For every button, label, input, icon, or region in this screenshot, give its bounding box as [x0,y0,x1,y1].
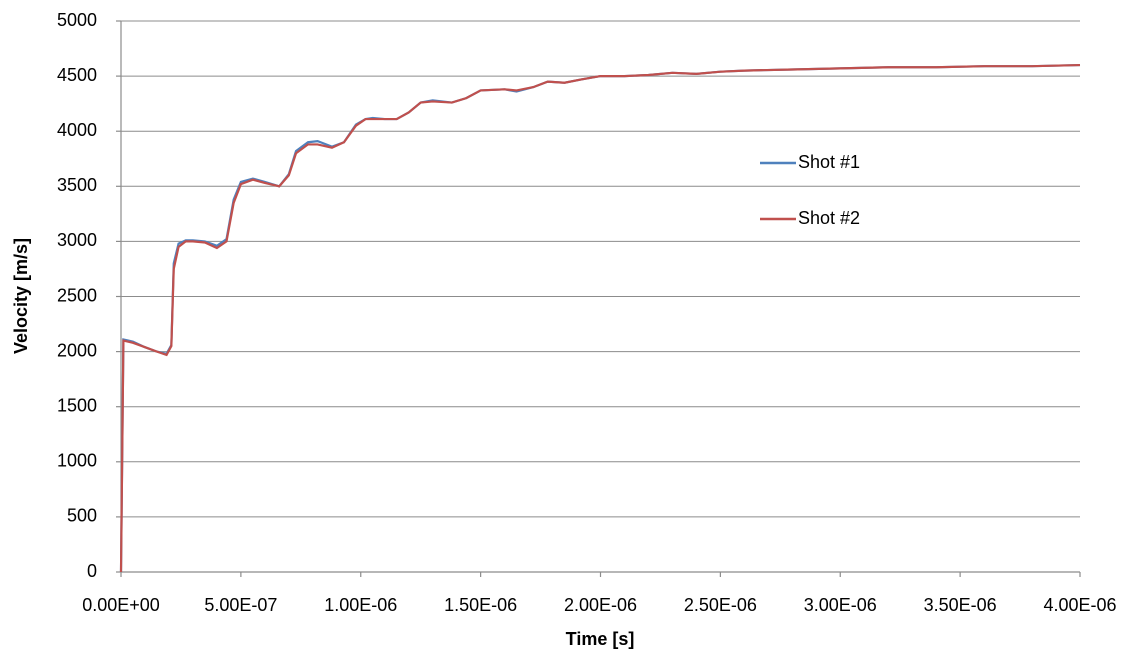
x-tick-label: 3.50E-06 [924,595,997,615]
x-tick-label: 3.00E-06 [804,595,877,615]
y-tick-label: 4000 [57,120,97,140]
y-tick-label: 500 [67,506,97,526]
x-tick-label: 0.00E+00 [82,595,160,615]
series-line [119,63,1081,573]
y-axis-label: Velocity [m/s] [11,238,31,354]
legend-label: Shot #1 [798,152,860,172]
y-tick-label: 0 [87,561,97,581]
y-tick-label: 3000 [57,230,97,250]
x-tick-label: 5.00E-07 [204,595,277,615]
y-tick-label: 2000 [57,340,97,360]
series-line [119,63,1081,573]
y-tick-label: 3500 [57,175,97,195]
x-axis-label: Time [s] [566,629,635,649]
y-tick-label: 4500 [57,65,97,85]
y-tick-label: 1000 [57,451,97,471]
y-tick-label: 2500 [57,285,97,305]
x-tick-label: 1.00E-06 [324,595,397,615]
x-tick-label: 4.00E-06 [1043,595,1116,615]
y-tick-label: 5000 [57,10,97,30]
x-tick-label: 2.50E-06 [684,595,757,615]
x-tick-label: 2.00E-06 [564,595,637,615]
y-tick-label: 1500 [57,395,97,415]
legend-label: Shot #2 [798,208,860,228]
x-tick-label: 1.50E-06 [444,595,517,615]
